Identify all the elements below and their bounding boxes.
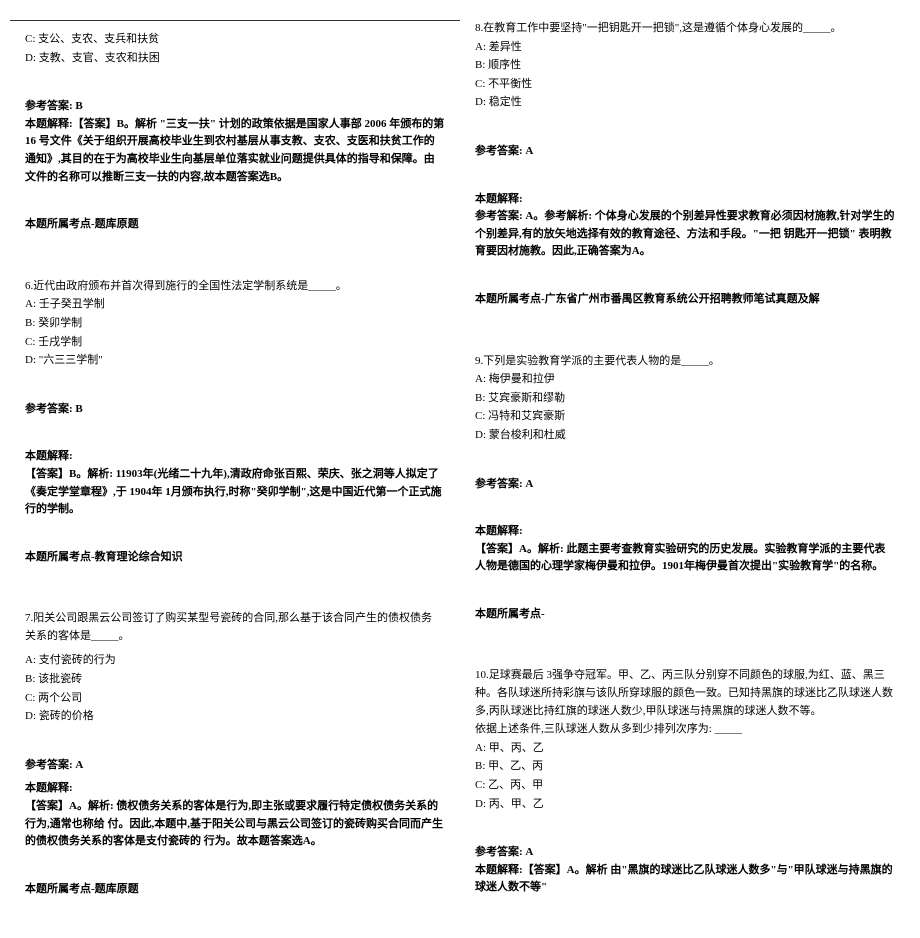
q5-explain-text: 【答案】B。解析 "三支一扶" 计划的政策依据是国家人事部 2006 年颁布的第… — [25, 118, 444, 183]
right-column: 8.在教育工作中要坚持"一把钥匙开一把锁",这是遵循个体身心发展的_____。 … — [460, 20, 910, 918]
q7-option-d: D: 瓷砖的价格 — [25, 708, 445, 726]
q5-explain-label: 本题解释: — [25, 118, 73, 130]
q10-answer-label: 参考答案: A — [475, 844, 895, 862]
q6-topic-label: 本题所属考点-教育理论综合知识 — [25, 549, 445, 567]
page-container: C: 支公、支农、支兵和扶贫 D: 支教、支官、支农和扶困 参考答案: B 本题… — [0, 0, 920, 938]
q7-option-a: A: 支付瓷砖的行为 — [25, 652, 445, 670]
q7-stem: 7.阳关公司跟黑云公司签订了购买某型号瓷砖的合同,那么基于该合同产生的债权债务 … — [25, 610, 445, 645]
question-9: 9.下列是实验教育学派的主要代表人物的是_____。 A: 梅伊曼和拉伊 B: … — [475, 353, 895, 624]
q5-answer-label: 参考答案: B — [25, 98, 445, 116]
q8-stem: 8.在教育工作中要坚持"一把钥匙开一把锁",这是遵循个体身心发展的_____。 — [475, 20, 895, 38]
q5-option-c: C: 支公、支农、支兵和扶贫 — [25, 31, 445, 49]
q6-explain-text: 【答案】B。解析: 11903年(光绪二十九年),清政府命张百熙、荣庆、张之洞等… — [25, 466, 445, 519]
q6-answer-label: 参考答案: B — [25, 401, 445, 419]
q8-explain-label: 本题解释: — [475, 191, 895, 209]
q6-option-d: D: "六三三学制" — [25, 352, 445, 370]
q8-option-a: A: 差异性 — [475, 39, 895, 57]
q7-answer-label: 参考答案: A — [25, 757, 445, 775]
q10-explain-text: 本题解释:【答案】A。解析 由"黑旗的球迷比乙队球迷人数多"与"甲队球迷与持黑旗… — [475, 862, 895, 897]
q9-answer-label: 参考答案: A — [475, 476, 895, 494]
left-column: C: 支公、支农、支兵和扶贫 D: 支教、支官、支农和扶困 参考答案: B 本题… — [10, 20, 460, 918]
q7-option-c: C: 两个公司 — [25, 690, 445, 708]
q7-explain-label: 本题解释: — [25, 780, 445, 798]
q9-topic-label: 本题所属考点- — [475, 606, 895, 624]
q10-option-b: B: 甲、乙、丙 — [475, 758, 895, 776]
q6-stem: 6.近代由政府颁布并首次得到施行的全国性法定学制系统是_____。 — [25, 278, 445, 296]
q7-option-b: B: 该批瓷砖 — [25, 671, 445, 689]
q8-option-d: D: 稳定性 — [475, 94, 895, 112]
q10-option-d: D: 丙、甲、乙 — [475, 796, 895, 814]
q10-stem-2: 依据上述条件,三队球迷人数从多到少排列次序为: _____ — [475, 721, 895, 739]
question-5-continuation: C: 支公、支农、支兵和扶贫 D: 支教、支官、支农和扶困 参考答案: B 本题… — [25, 31, 445, 234]
q9-option-a: A: 梅伊曼和拉伊 — [475, 371, 895, 389]
q9-explain-text: 【答案】A。解析: 此题主要考查教育实验研究的历史发展。实验教育学派的主要代表人… — [475, 541, 895, 576]
q9-option-c: C: 冯特和艾宾豪斯 — [475, 408, 895, 426]
q9-option-b: B: 艾宾豪斯和缪勒 — [475, 390, 895, 408]
q8-topic-label: 本题所属考点-广东省广州市番禺区教育系统公开招聘教师笔试真题及解 — [475, 291, 895, 309]
question-7: 7.阳关公司跟黑云公司签订了购买某型号瓷砖的合同,那么基于该合同产生的债权债务 … — [25, 610, 445, 898]
question-10: 10.足球赛最后 3强争夺冠军。甲、乙、丙三队分别穿不同颜色的球服,为红、蓝、黑… — [475, 667, 895, 897]
q6-explain-label: 本题解释: — [25, 448, 445, 466]
q5-option-d: D: 支教、支官、支农和扶困 — [25, 50, 445, 68]
q6-option-a: A: 壬子癸丑学制 — [25, 296, 445, 314]
q8-option-c: C: 不平衡性 — [475, 76, 895, 94]
question-6: 6.近代由政府颁布并首次得到施行的全国性法定学制系统是_____。 A: 壬子癸… — [25, 278, 445, 567]
q6-option-c: C: 壬戌学制 — [25, 334, 445, 352]
q7-topic-label: 本题所属考点-题库原题 — [25, 881, 445, 899]
question-8: 8.在教育工作中要坚持"一把钥匙开一把锁",这是遵循个体身心发展的_____。 … — [475, 20, 895, 309]
q8-explain-text: 参考答案: A。参考解析: 个体身心发展的个别差异性要求教育必须因材施教,针对学… — [475, 208, 895, 261]
q5-topic-label: 本题所属考点-题库原题 — [25, 216, 445, 234]
q8-option-b: B: 顺序性 — [475, 57, 895, 75]
q9-option-d: D: 蒙台梭利和杜威 — [475, 427, 895, 445]
q7-explain-text: 【答案】A。解析: 债权债务关系的客体是行为,即主张或要求履行特定债权债务关系的… — [25, 798, 445, 851]
q9-stem: 9.下列是实验教育学派的主要代表人物的是_____。 — [475, 353, 895, 371]
q8-answer-label: 参考答案: A — [475, 143, 895, 161]
q10-stem-1: 10.足球赛最后 3强争夺冠军。甲、乙、丙三队分别穿不同颜色的球服,为红、蓝、黑… — [475, 667, 895, 720]
q6-option-b: B: 癸卯学制 — [25, 315, 445, 333]
q10-option-c: C: 乙、丙、甲 — [475, 777, 895, 795]
q10-option-a: A: 甲、丙、乙 — [475, 740, 895, 758]
q9-explain-label: 本题解释: — [475, 523, 895, 541]
